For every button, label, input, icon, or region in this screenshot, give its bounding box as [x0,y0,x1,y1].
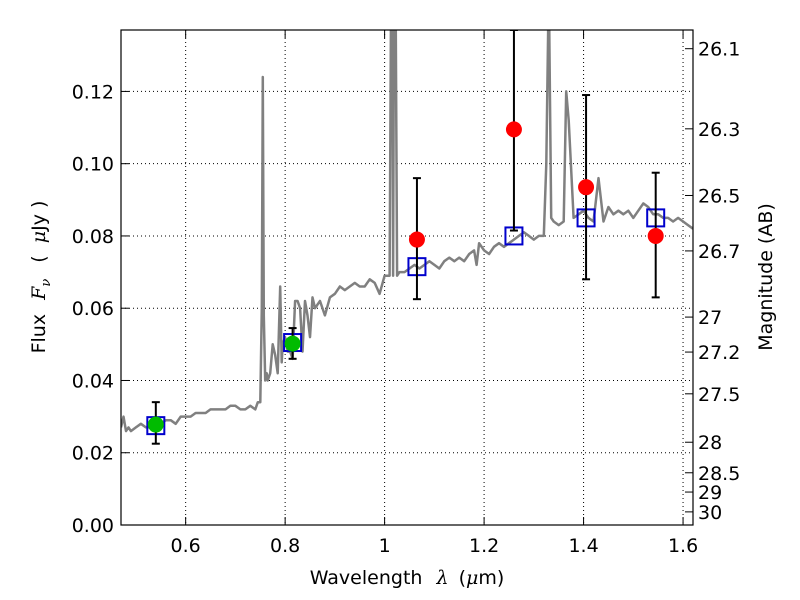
y-tick-label: 0.08 [72,226,114,248]
y-tick-label: 0.10 [72,154,114,176]
detection-point [284,335,301,352]
y-tick-label: 0.04 [72,370,114,392]
y-tick-label: 0.00 [72,515,114,537]
grid-lines [121,30,693,525]
x-tick-label: 1.4 [568,535,598,557]
x-tick-label: 1.2 [469,535,499,557]
x-tick-label: 1.6 [668,535,698,557]
y2-tick-label: 27.2 [698,342,740,364]
y2-tick-label: 28 [698,432,722,454]
y2-tick-label: 26.1 [698,39,740,61]
y2-tick-label: 27 [698,307,722,329]
plot-area [121,30,693,445]
upper-limit-point [578,179,595,196]
y2-tick-label: 26.7 [698,241,740,263]
x-tick-label: 1 [379,535,391,557]
y-tick-label: 0.12 [72,81,114,103]
x-axis-label: Wavelength λ (μm) [310,567,505,589]
y-tick-label: 0.06 [72,298,114,320]
y-axis-label: Flux Fν ( μJy ) [28,201,55,354]
y2-tick-label: 28.5 [698,463,740,485]
x-tick-label: 0.8 [270,535,300,557]
y2-tick-label: 30 [698,502,722,524]
spectrum-line [121,30,693,433]
x-axis: 0.6 0.8 1 1.2 1.4 1.6 [171,30,698,557]
plot-frame [120,29,694,526]
y2-tick-label: 27.5 [698,384,740,406]
y-tick-label: 0.02 [72,443,114,465]
x-tick-label: 0.6 [171,535,201,557]
y2-tick-label: 26.5 [698,185,740,207]
y2-tick-label: 26.3 [698,119,740,141]
upper-limit-point [505,121,522,138]
y-axis: 0.00 0.02 0.04 0.06 0.08 0.10 0.12 [72,81,129,537]
y2-tick-label: 29 [698,482,722,504]
upper-limit-point [408,231,425,248]
upper-limit-point [647,227,664,244]
detection-point [147,416,164,433]
y2-axis-label: Magnitude (AB) [755,203,777,351]
